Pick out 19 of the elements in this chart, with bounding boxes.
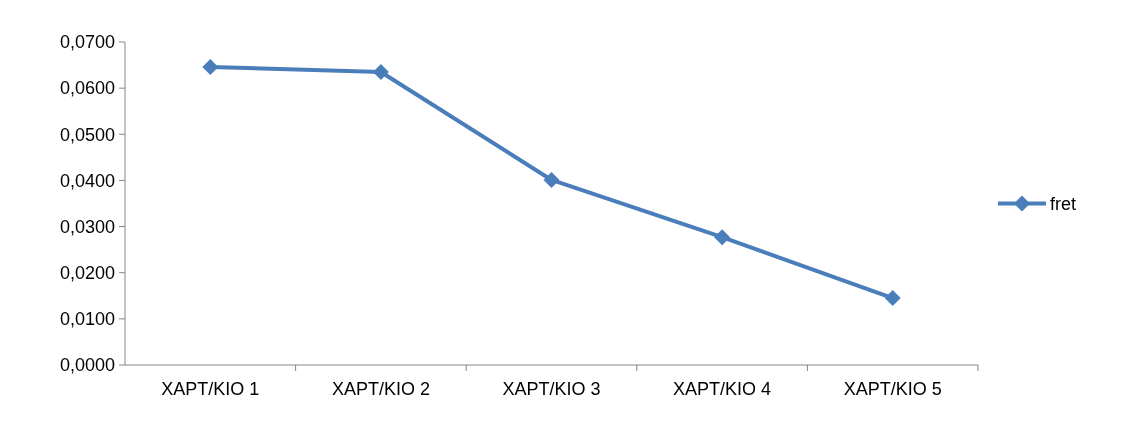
y-tick-label: 0,0700: [59, 32, 115, 53]
x-tick-label: ΧΑΡΤ/ΚΙΟ 4: [673, 379, 772, 399]
point: [714, 229, 731, 246]
x-tick-label: ΧΑΡΤ/ΚΙΟ 3: [502, 379, 601, 399]
y-tick-label: 0,0500: [59, 124, 115, 145]
point: [372, 63, 389, 80]
y-tick-label: 0,0300: [59, 216, 115, 237]
y-tick-label: 0,0200: [59, 263, 115, 284]
legend-label: fret: [1050, 193, 1077, 214]
point: [543, 171, 560, 188]
x-tick-label: ΧΑΡΤ/ΚΙΟ 1: [161, 379, 260, 399]
point: [884, 290, 901, 307]
y-tick-label: 0,0400: [59, 170, 115, 191]
y-tick-label: 0,0600: [59, 78, 115, 99]
x-tick-label: ΧΑΡΤ/ΚΙΟ 5: [843, 379, 942, 399]
y-tick-label: 0,0000: [59, 355, 115, 376]
x-tick-label: ΧΑΡΤ/ΚΙΟ 2: [331, 379, 430, 399]
y-tick-label: 0,0100: [59, 309, 115, 330]
point: [202, 58, 219, 75]
